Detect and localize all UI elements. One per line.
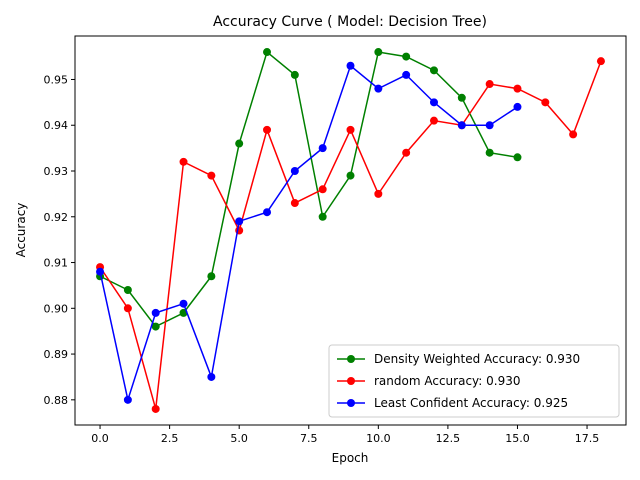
y-tick-label: 0.95 (44, 73, 69, 86)
y-tick-label: 0.88 (44, 394, 69, 407)
data-point (457, 93, 466, 102)
plot-series (96, 48, 605, 413)
series-line (99, 50, 518, 328)
x-axis-label: Epoch (332, 451, 369, 465)
data-point (207, 272, 216, 281)
data-point (123, 395, 132, 404)
data-point (179, 299, 188, 308)
data-point (263, 48, 272, 57)
legend-marker (347, 399, 355, 407)
data-point (346, 61, 355, 70)
y-axis-ticks: 0.88 0.89 0.90 0.91 0.92 0.93 0.94 0.95 (44, 73, 75, 407)
data-point (179, 157, 188, 166)
data-point (151, 308, 160, 317)
data-point (596, 57, 605, 66)
data-point (346, 125, 355, 134)
data-point (123, 285, 132, 294)
data-point (374, 84, 383, 93)
plot-frame (74, 35, 627, 426)
data-point (263, 208, 272, 217)
data-point (402, 70, 411, 79)
data-point (290, 70, 299, 79)
data-point (207, 372, 216, 381)
data-point (263, 125, 272, 134)
data-point (485, 121, 494, 130)
data-point (151, 404, 160, 413)
data-point (235, 139, 244, 148)
x-tick-label: 15.0 (505, 432, 530, 445)
data-point (513, 102, 522, 111)
x-tick-label: 0.0 (91, 432, 109, 445)
data-point (429, 116, 438, 125)
data-point (123, 304, 132, 313)
data-point (290, 167, 299, 176)
y-tick-label: 0.94 (44, 119, 69, 132)
y-tick-label: 0.92 (44, 211, 69, 224)
series-0 (96, 48, 522, 331)
x-axis-ticks: 0.0 2.5 5.0 7.5 10.0 12.5 15.0 17.5 (91, 425, 599, 445)
data-point (513, 84, 522, 93)
data-point (207, 171, 216, 180)
y-tick-label: 0.91 (44, 257, 69, 270)
data-point (318, 144, 327, 153)
legend-label: Density Weighted Accuracy: 0.930 (374, 352, 580, 366)
data-point (485, 148, 494, 157)
legend-label: Least Confident Accuracy: 0.925 (374, 396, 568, 410)
y-tick-label: 0.90 (44, 302, 69, 315)
legend-box (328, 344, 620, 418)
data-point (151, 322, 160, 331)
legend-marker (347, 355, 355, 363)
data-point (235, 217, 244, 226)
data-point (96, 267, 105, 276)
data-point (374, 48, 383, 57)
data-point (290, 199, 299, 208)
chart-title: Accuracy Curve ( Model: Decision Tree) (213, 14, 487, 30)
legend: Density Weighted Accuracy: 0.930 random A… (328, 344, 620, 418)
data-point (402, 52, 411, 61)
y-tick-label: 0.93 (44, 165, 69, 178)
data-point (429, 66, 438, 75)
data-point (457, 121, 466, 130)
data-point (429, 98, 438, 107)
data-point (346, 171, 355, 180)
series-2 (96, 61, 522, 404)
x-tick-label: 10.0 (366, 432, 391, 445)
data-point (569, 130, 578, 139)
x-tick-label: 17.5 (575, 432, 600, 445)
data-point (402, 148, 411, 157)
data-point (541, 98, 550, 107)
legend-label: random Accuracy: 0.930 (374, 374, 520, 388)
legend-marker (347, 377, 355, 385)
data-point (485, 80, 494, 89)
x-tick-label: 5.0 (230, 432, 248, 445)
data-point (318, 212, 327, 221)
data-point (318, 185, 327, 194)
data-point (374, 189, 383, 198)
y-axis-label: Accuracy (14, 203, 28, 258)
x-tick-label: 7.5 (300, 432, 318, 445)
y-tick-label: 0.89 (44, 348, 69, 361)
series-line (99, 64, 518, 403)
x-tick-label: 12.5 (436, 432, 461, 445)
x-tick-label: 2.5 (161, 432, 179, 445)
data-point (513, 153, 522, 162)
